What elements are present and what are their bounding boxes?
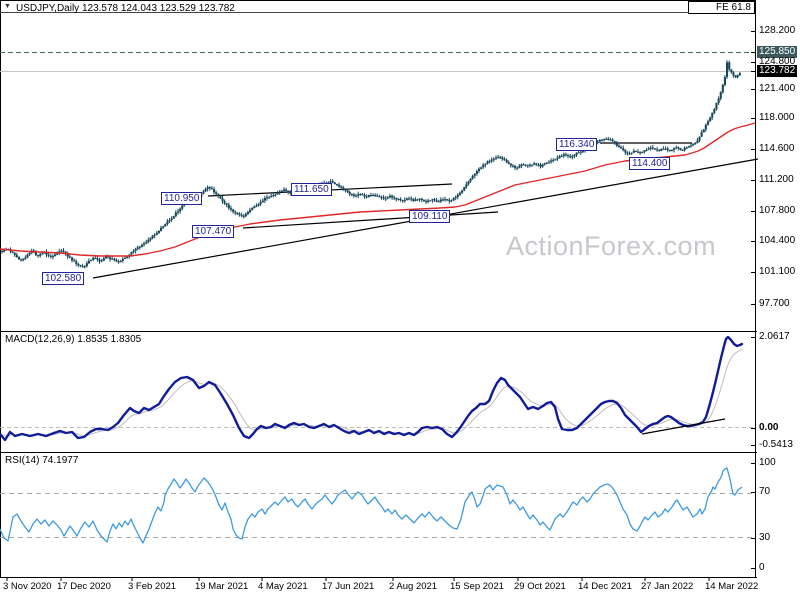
macd-main-line[interactable] xyxy=(0,335,744,442)
date-axis-label: 3 Feb 2021 xyxy=(128,581,177,592)
candlestick-bodies xyxy=(1,62,741,268)
date-axis-label: 2 Aug 2021 xyxy=(389,581,438,592)
price-level-annotation[interactable]: 111.650 xyxy=(291,183,332,196)
symbol-title: USDJPY,Daily 123.578 124.043 123.529 123… xyxy=(16,3,235,14)
date-axis-label: 4 May 2021 xyxy=(258,581,308,592)
macd-trendline[interactable] xyxy=(641,418,726,435)
date-axis-label: 3 Nov 2020 xyxy=(3,581,52,592)
price-level-annotation[interactable]: 114.400 xyxy=(629,157,671,170)
fib-extension-label[interactable]: FE 61.8 xyxy=(688,1,755,14)
price-axis-label: 101.100 xyxy=(759,266,796,277)
macd-label: MACD(12,26,9) 1.8535 1.8305 xyxy=(5,334,142,345)
price-axis-label: 104.400 xyxy=(759,235,796,246)
date-axis-label: 19 Mar 2021 xyxy=(195,581,249,592)
moving-average-line[interactable] xyxy=(0,122,756,257)
rsi-line[interactable] xyxy=(0,467,743,544)
rsi-axis-label: 70 xyxy=(759,486,771,497)
macd-axis-label: 0.00 xyxy=(759,422,779,433)
price-axis-label: 97.700 xyxy=(759,298,790,309)
date-axis-label: 29 Oct 2021 xyxy=(514,581,566,592)
macd-signal-line xyxy=(0,348,743,437)
price-axis-label: 128.200 xyxy=(759,25,796,36)
watermark: ActionForex.com xyxy=(506,231,717,261)
price-level-annotation[interactable]: 107.470 xyxy=(192,225,235,238)
date-axis-label: 17 Jun 2021 xyxy=(322,581,375,592)
price-level-annotation[interactable]: 110.950 xyxy=(161,192,203,205)
macd-axis-label: 2.0617 xyxy=(759,331,790,342)
macd-axis-label: -0.5413 xyxy=(759,439,793,450)
price-axis-label: 107.800 xyxy=(759,205,796,216)
dropdown-arrow-icon[interactable]: ▼ xyxy=(4,3,11,10)
price-axis-label: 118.000 xyxy=(759,112,795,123)
date-axis-label: 14 Dec 2021 xyxy=(578,581,632,592)
price-level-annotation[interactable]: 116.340 xyxy=(556,138,598,151)
date-axis-label: 27 Jan 2022 xyxy=(641,581,694,592)
price-axis-label: 111.200 xyxy=(759,174,794,185)
price-axis-label: 123.782 xyxy=(757,65,798,77)
date-axis-label: 14 Mar 2022 xyxy=(705,581,759,592)
trendline-2[interactable] xyxy=(242,211,499,229)
price-level-annotation[interactable]: 102.580 xyxy=(42,272,85,285)
date-axis-label: 15 Sep 2021 xyxy=(450,581,504,592)
price-axis-label: 124.800 xyxy=(759,56,796,67)
price-axis-label: 114.600 xyxy=(759,143,795,154)
date-axis-label: 17 Dec 2020 xyxy=(57,581,111,592)
price-axis-label: 121.400 xyxy=(759,83,796,94)
price-axis-label: 125.850 xyxy=(757,46,798,58)
rsi-axis-label: 0 xyxy=(759,562,765,573)
price-level-annotation[interactable]: 109.110 xyxy=(409,210,451,223)
rsi-label: RSI(14) 74.1977 xyxy=(5,455,79,466)
rsi-axis-label: 100 xyxy=(759,457,776,468)
rsi-axis-label: 30 xyxy=(759,532,771,543)
